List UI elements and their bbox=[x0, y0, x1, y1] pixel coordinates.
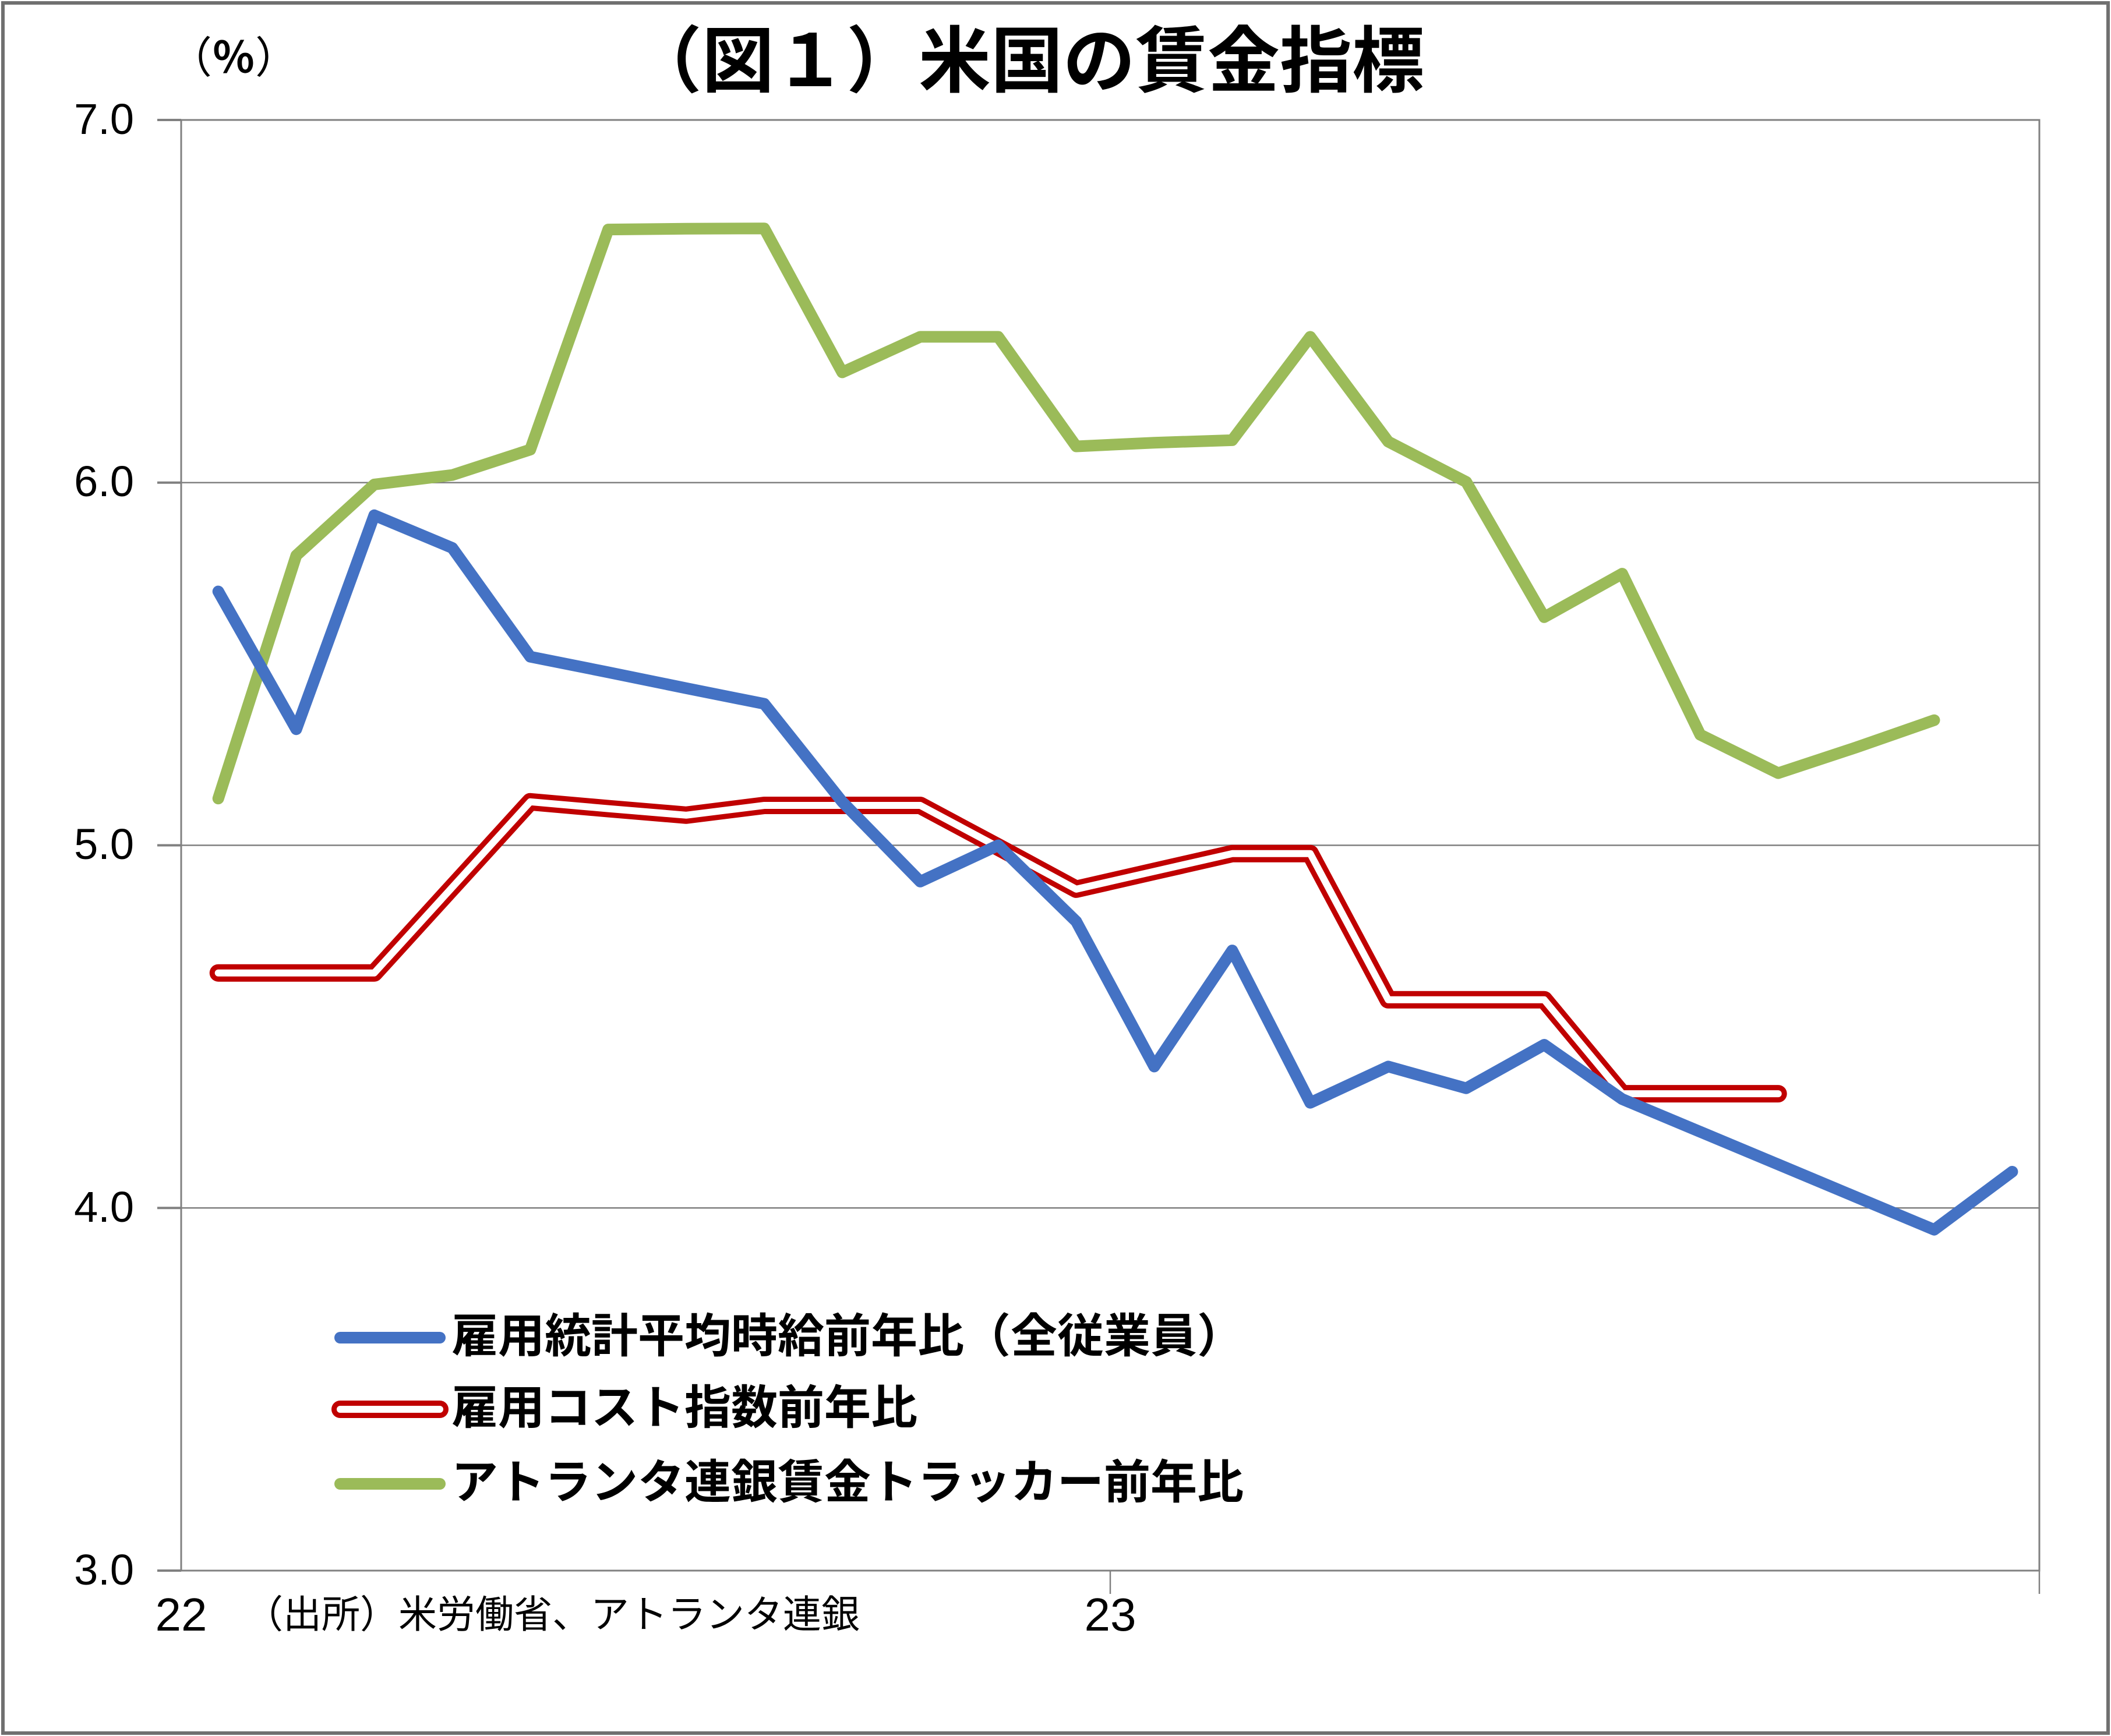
svg-text:雇用コスト指数前年比: 雇用コスト指数前年比 bbox=[451, 1382, 917, 1434]
svg-text:6.0: 6.0 bbox=[74, 457, 134, 505]
svg-text:雇用統計平均時給前年比（全従業員）: 雇用統計平均時給前年比（全従業員） bbox=[451, 1310, 1244, 1362]
svg-text:アトランタ連銀賃金トラッカー前年比: アトランタ連銀賃金トラッカー前年比 bbox=[451, 1456, 1244, 1508]
svg-text:22: 22 bbox=[156, 1589, 207, 1640]
svg-text:（出所）米労働省、アトランタ連銀: （出所）米労働省、アトランタ連銀 bbox=[245, 1593, 860, 1636]
svg-text:5.0: 5.0 bbox=[74, 820, 134, 868]
svg-text:（％）: （％） bbox=[169, 34, 298, 82]
svg-text:4.0: 4.0 bbox=[74, 1183, 134, 1231]
svg-text:23: 23 bbox=[1085, 1589, 1136, 1640]
svg-text:（図１）米国の賃金指標: （図１）米国の賃金指標 bbox=[630, 22, 1424, 102]
svg-text:7.0: 7.0 bbox=[74, 95, 134, 143]
svg-text:3.0: 3.0 bbox=[74, 1546, 134, 1594]
